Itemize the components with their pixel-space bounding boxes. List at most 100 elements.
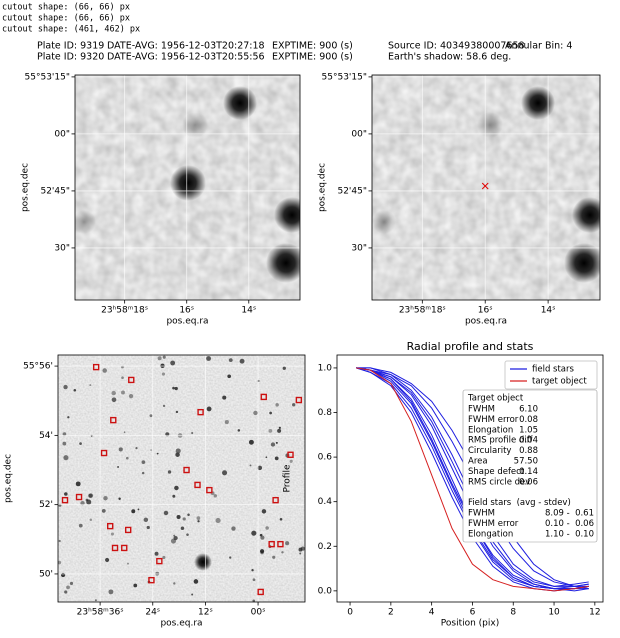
star xyxy=(131,509,136,514)
star xyxy=(175,452,180,457)
star xyxy=(172,494,176,498)
star xyxy=(227,374,232,379)
star xyxy=(477,112,503,138)
star xyxy=(89,518,93,521)
y-tick-label: 0.8 xyxy=(318,408,333,418)
star xyxy=(372,210,396,234)
star xyxy=(270,442,276,447)
x-tick-label: 23ʰ58ᵐ18ˢ xyxy=(399,306,446,316)
x-axis-label: pos.eq.ra xyxy=(166,317,208,327)
stats-label: Circularity xyxy=(468,446,511,456)
stats-value: 0.10 - 0.06 xyxy=(545,519,594,529)
x-tick-label: 6 xyxy=(470,608,476,618)
x-tick-label: 23ʰ58ᵐ18ˢ xyxy=(101,306,148,316)
star xyxy=(121,390,125,395)
y-axis-label: pos.eq.dec xyxy=(318,163,328,212)
field-star-marker xyxy=(197,408,204,416)
stats-value: 57.50 xyxy=(514,457,538,467)
y-tick-label: 00" xyxy=(351,129,367,139)
field-star-marker xyxy=(295,396,303,404)
field-star-marker xyxy=(194,481,201,489)
star xyxy=(269,411,272,415)
star xyxy=(252,599,256,602)
y-tick-label: 55°53'15" xyxy=(25,72,70,82)
star xyxy=(253,410,258,416)
legend-box xyxy=(504,360,598,390)
field-star-marker xyxy=(92,363,100,371)
star xyxy=(572,197,600,233)
star xyxy=(162,404,166,408)
x-tick-label: 14ˢ xyxy=(241,306,256,316)
star xyxy=(88,493,94,498)
star xyxy=(63,455,69,461)
star xyxy=(259,533,263,537)
stats-label: FWHM error xyxy=(468,519,519,529)
field-star-marker xyxy=(75,493,83,501)
field-star-marker xyxy=(61,496,69,504)
x-tick-label: 8 xyxy=(510,608,516,618)
star xyxy=(121,376,124,379)
plate-info: DATE-AVG: 1956-12-03T20:27:18 xyxy=(107,41,265,52)
star xyxy=(75,481,81,487)
star xyxy=(111,390,116,396)
plate-info: EXPTIME: 900 (s) xyxy=(272,52,353,63)
field-star-marker xyxy=(257,588,264,596)
star xyxy=(191,593,194,596)
chart-title: Radial profile and stats xyxy=(407,340,534,353)
y-tick-label: 30" xyxy=(54,243,70,253)
y-tick-label: 0.2 xyxy=(318,542,332,552)
stats-label: FWHM error xyxy=(468,415,519,425)
axes-frame xyxy=(371,74,601,301)
stats-value: 1.05 xyxy=(519,425,538,435)
star xyxy=(265,526,269,530)
field-star-marker xyxy=(287,451,294,458)
stats-value: 0.08 xyxy=(519,415,538,425)
star xyxy=(69,581,74,586)
star xyxy=(206,406,212,412)
y-tick-label: 55°53'15" xyxy=(322,72,367,82)
plate-info: Plate ID: 9319 xyxy=(37,41,104,52)
stats-label: Area xyxy=(468,457,488,467)
field-star-marker xyxy=(272,496,279,504)
star xyxy=(222,470,228,476)
star xyxy=(279,517,283,521)
field-star-marker xyxy=(128,376,135,384)
star xyxy=(170,165,206,201)
field-star-marker xyxy=(121,544,128,552)
star xyxy=(282,366,286,370)
cutout-image xyxy=(372,75,600,300)
x-axis-label: pos.eq.ra xyxy=(465,317,507,327)
star xyxy=(156,452,159,455)
star xyxy=(173,534,176,537)
cutout-image xyxy=(75,75,300,300)
star xyxy=(135,447,138,450)
x-tick-label: 4 xyxy=(429,608,435,618)
star xyxy=(103,495,108,501)
x-tick-label: 12ˢ xyxy=(198,608,213,618)
star xyxy=(265,456,268,459)
star xyxy=(223,86,257,120)
plate-info: Earth's shadow: 58.6 deg. xyxy=(388,52,511,63)
star xyxy=(292,403,296,407)
axes-frame xyxy=(336,354,604,603)
star xyxy=(197,520,200,523)
star xyxy=(127,562,130,565)
star xyxy=(118,497,121,500)
stats-title: Field stars (avg - stdev) xyxy=(468,498,571,508)
star xyxy=(64,590,68,594)
profile-line xyxy=(356,367,589,592)
x-tick-label: 12 xyxy=(589,608,600,618)
x-tick-label: 16ˢ xyxy=(478,306,493,316)
star xyxy=(58,560,62,565)
y-tick-label: 52'45" xyxy=(40,186,70,196)
y-tick-label: 0.6 xyxy=(318,453,333,463)
output-line: cutout shape: (461, 462) px xyxy=(2,25,140,35)
y-tick-label: 00" xyxy=(54,129,70,139)
star xyxy=(260,535,265,540)
y-tick-label: 54' xyxy=(39,431,53,441)
star xyxy=(266,243,300,283)
star xyxy=(128,393,134,399)
star xyxy=(229,556,232,559)
star xyxy=(102,368,107,373)
